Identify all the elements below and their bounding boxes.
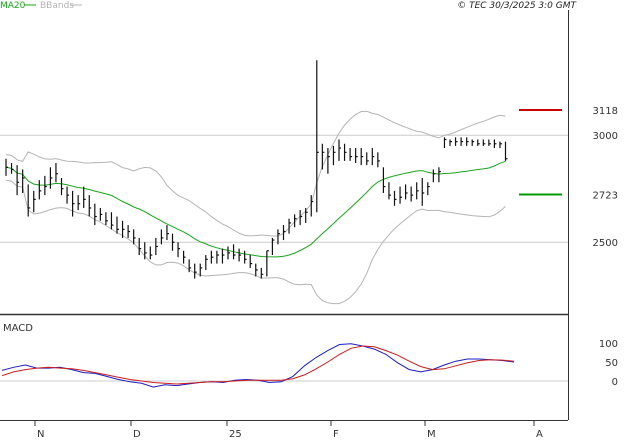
price-bars <box>5 60 508 279</box>
x-tick-label: M <box>427 429 436 440</box>
macd-y-tick-label: 0 <box>612 377 618 388</box>
macd-panel <box>0 316 568 420</box>
macd-lines <box>1 343 515 388</box>
y-tick-labels: 3000 2500 100 50 0 <box>593 131 618 388</box>
y-tick-label: 2500 <box>593 238 618 249</box>
macd-y-tick-label: 100 <box>599 339 618 350</box>
legend-ma20-label: MA20 <box>0 1 26 11</box>
level-label: 3118 <box>593 106 618 117</box>
bband-upper-line <box>5 110 506 237</box>
level-annotations: 3118 2723 <box>519 106 618 201</box>
level-label: 2723 <box>593 190 618 201</box>
x-tick-label: F <box>333 429 339 440</box>
x-tick-label: 25 <box>229 429 242 440</box>
x-tick-label: N <box>37 429 44 440</box>
copyright-timestamp: © TEC 30/3/2025 3:0 GMT <box>457 1 577 11</box>
macd-panel-title: MACD <box>3 323 33 334</box>
x-tick-label: D <box>133 429 141 440</box>
price-panel <box>0 10 568 314</box>
ma20-line <box>5 160 506 258</box>
y-tick-label: 3000 <box>593 131 618 142</box>
x-axis: N D 25 F M A <box>34 420 543 440</box>
x-tick-label: A <box>536 429 543 440</box>
macd-series-line <box>1 345 515 385</box>
ma20-path <box>5 160 506 258</box>
legend-bbands-label: BBands <box>40 1 74 11</box>
macd-y-tick-label: 50 <box>605 358 618 369</box>
